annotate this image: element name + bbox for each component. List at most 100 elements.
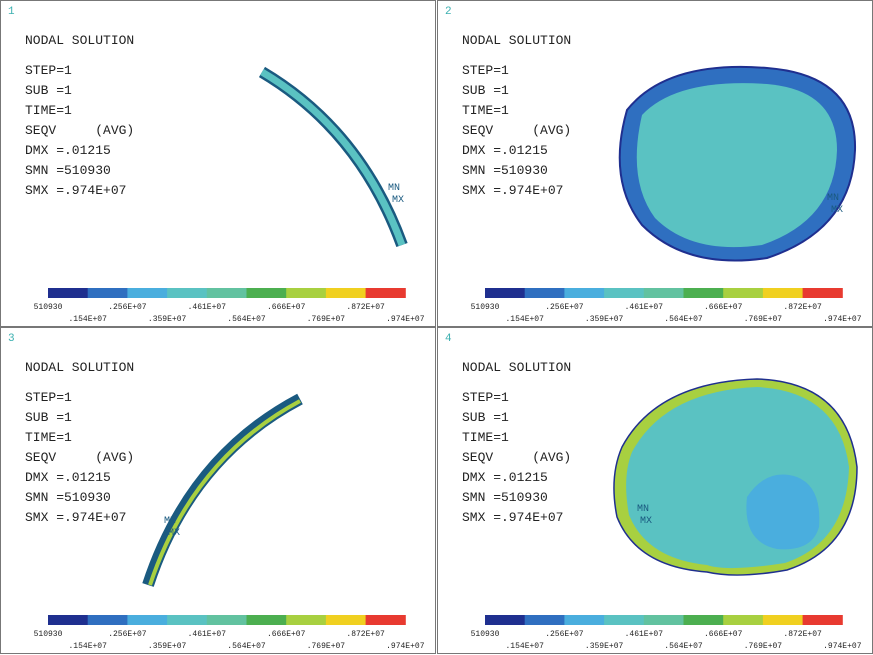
legend-swatch	[525, 615, 565, 625]
legend-swatch	[723, 288, 763, 298]
panel-title: NODAL SOLUTION	[25, 33, 134, 48]
info-line: SMX =.974E+07	[462, 510, 563, 525]
legend-swatch	[48, 288, 88, 298]
info-line: TIME=1	[462, 103, 509, 118]
legend-label: .461E+07	[625, 630, 664, 639]
info-line: STEP=1	[462, 390, 509, 405]
legend-label: .974E+07	[823, 315, 862, 324]
legend-swatch	[366, 615, 406, 625]
info-line: SMN =510930	[462, 490, 548, 505]
legend-label: .564E+07	[664, 315, 703, 324]
legend-label: .666E+07	[704, 303, 743, 312]
legend-swatch	[564, 615, 604, 625]
legend-swatch	[167, 288, 207, 298]
panel-title: NODAL SOLUTION	[462, 33, 571, 48]
node-marker: MX	[640, 516, 652, 527]
node-marker: MX	[392, 195, 404, 206]
legend-swatch	[127, 615, 167, 625]
info-line: SUB =1	[462, 83, 509, 98]
info-line: SMX =.974E+07	[462, 183, 563, 198]
legend-swatch	[207, 615, 247, 625]
panel-number: 4	[445, 333, 452, 345]
legend-label: .256E+07	[545, 303, 584, 312]
info-line: DMX =.01215	[462, 470, 548, 485]
legend-swatch	[644, 288, 684, 298]
legend-swatch	[247, 288, 287, 298]
legend-swatch	[326, 288, 366, 298]
info-line: SMN =510930	[462, 163, 548, 178]
info-line: SEQV (AVG)	[25, 123, 134, 138]
panel-title: NODAL SOLUTION	[462, 360, 571, 375]
info-line: STEP=1	[462, 63, 509, 78]
info-line: SEQV (AVG)	[25, 450, 134, 465]
panel-number: 3	[8, 333, 15, 345]
legend-label: .666E+07	[704, 630, 743, 639]
legend-label: .872E+07	[783, 303, 822, 312]
legend-swatch	[604, 615, 644, 625]
legend-label: .872E+07	[346, 303, 385, 312]
legend-swatch	[763, 615, 803, 625]
legend-label: 510930	[471, 303, 500, 312]
legend-swatch	[485, 288, 525, 298]
info-line: SMN =510930	[25, 490, 111, 505]
node-marker: MX	[831, 205, 843, 216]
legend-swatch	[366, 288, 406, 298]
node-marker: MN	[827, 193, 839, 204]
legend-label: 510930	[34, 630, 63, 639]
info-line: SMX =.974E+07	[25, 183, 126, 198]
legend-label: .666E+07	[267, 303, 306, 312]
info-line: SUB =1	[462, 410, 509, 425]
legend-swatch	[525, 288, 565, 298]
legend-label: .769E+07	[307, 642, 346, 651]
node-marker: MN	[388, 183, 400, 194]
node-marker: MN	[164, 516, 176, 527]
legend-label: .769E+07	[744, 642, 783, 651]
legend-label: .872E+07	[346, 630, 385, 639]
legend-swatch	[286, 288, 326, 298]
panel-number: 2	[445, 6, 452, 18]
legend-label: .154E+07	[505, 315, 544, 324]
legend-label: .256E+07	[545, 630, 584, 639]
legend-label: .666E+07	[267, 630, 306, 639]
legend-label: .359E+07	[148, 642, 187, 651]
legend-swatch	[763, 288, 803, 298]
node-marker: MX	[168, 528, 180, 539]
legend-swatch	[604, 288, 644, 298]
legend-label: .769E+07	[744, 315, 783, 324]
legend-label: .154E+07	[505, 642, 544, 651]
legend-label: .256E+07	[108, 630, 147, 639]
info-line: DMX =.01215	[462, 143, 548, 158]
legend-label: .461E+07	[625, 303, 664, 312]
info-line: STEP=1	[25, 63, 72, 78]
legend-swatch	[803, 615, 843, 625]
node-marker: MN	[637, 504, 649, 515]
legend-label: .359E+07	[585, 642, 624, 651]
legend-label: .974E+07	[823, 642, 862, 651]
info-line: SMN =510930	[25, 163, 111, 178]
legend-swatch	[88, 615, 128, 625]
legend-swatch	[723, 615, 763, 625]
info-line: STEP=1	[25, 390, 72, 405]
info-line: SUB =1	[25, 83, 72, 98]
legend-swatch	[326, 615, 366, 625]
legend-swatch	[127, 288, 167, 298]
legend-swatch	[803, 288, 843, 298]
info-line: DMX =.01215	[25, 470, 111, 485]
info-line: TIME=1	[25, 430, 72, 445]
legend-swatch	[286, 615, 326, 625]
legend-label: .154E+07	[68, 315, 107, 324]
legend-swatch	[247, 615, 287, 625]
legend-label: .256E+07	[108, 303, 147, 312]
legend-swatch	[644, 615, 684, 625]
legend-label: .564E+07	[664, 642, 703, 651]
legend-swatch	[88, 288, 128, 298]
legend-label: .872E+07	[783, 630, 822, 639]
info-line: TIME=1	[462, 430, 509, 445]
legend-label: .359E+07	[585, 315, 624, 324]
panel: 3NODAL SOLUTIONSTEP=1SUB =1TIME=1SEQV (A…	[1, 328, 436, 654]
legend-swatch	[684, 288, 724, 298]
info-line: SMX =.974E+07	[25, 510, 126, 525]
